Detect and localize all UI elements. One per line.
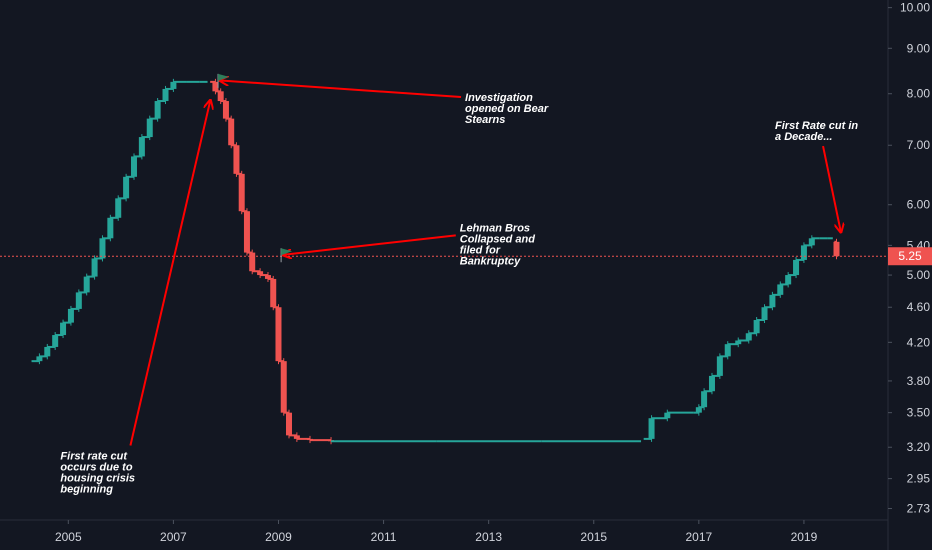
annotation-line: First Rate cut in	[775, 120, 858, 132]
x-tick-label: 2011	[371, 530, 397, 544]
flag-lehman-icon[interactable]	[280, 248, 293, 263]
series-3	[643, 235, 833, 442]
annotation-line: Stearns	[465, 114, 505, 126]
annotation-line: Collapsed and	[460, 233, 535, 245]
annotation-first-rate-cut: First rate cut occurs due to housing crisi…	[60, 101, 210, 495]
annotation-arrow	[221, 80, 462, 99]
annotation-text: Investigation opened on Bear Stearns	[465, 92, 549, 126]
annotation-line: filed for	[460, 244, 501, 256]
last-price-badge: 5.25	[888, 247, 932, 266]
last-price-label: 5.25	[898, 249, 922, 263]
y-tick-label: 2.73	[907, 502, 931, 516]
x-tick-label: 2007	[160, 530, 187, 544]
x-tick-label: 2019	[791, 530, 818, 544]
y-tick-label: 9.00	[907, 41, 931, 55]
y-tick-label: 10.00	[900, 1, 930, 15]
annotation-text: Lehman Bros Collapsed and filed for Bankrup…	[460, 222, 535, 267]
flag-cloth	[281, 248, 293, 256]
flag-cloth	[218, 73, 230, 81]
last-price-badge-bg	[888, 247, 932, 266]
annotation-arrow	[284, 234, 456, 254]
annotation-line: beginning	[60, 483, 113, 495]
annotation-bear-stearns: Investigation opened on Bear Stearns	[221, 80, 549, 126]
annotation-text: First Rate cut in a Decade...	[775, 120, 858, 143]
y-tick-label: 3.50	[907, 406, 931, 420]
y-tick-label: 7.00	[907, 138, 931, 152]
y-tick-label: 3.80	[907, 374, 931, 388]
y-tick-label: 6.00	[907, 198, 931, 212]
series-0	[31, 78, 208, 365]
y-tick-label: 4.20	[907, 335, 931, 349]
annotations: Investigation opened on Bear Stearns Lehman…	[60, 73, 858, 495]
y-tick-label: 2.95	[907, 472, 931, 486]
x-tick-label: 2015	[580, 530, 607, 544]
y-tick-label: 5.00	[907, 268, 931, 282]
x-tick-label: 2005	[55, 530, 82, 544]
annotation-line: occurs due to	[60, 461, 132, 473]
plot-area[interactable]	[31, 78, 840, 445]
series-1	[210, 78, 335, 445]
annotation-lehman: Lehman Bros Collapsed and filed for Bankrup…	[284, 222, 535, 267]
annotation-text: First rate cut occurs due to housing crisi…	[60, 450, 135, 495]
annotation-line: Bankruptcy	[460, 255, 521, 267]
annotation-arrow	[822, 145, 841, 231]
annotation-line: Lehman Bros	[460, 222, 530, 234]
annotation-line: a Decade...	[775, 131, 832, 143]
annotation-line: housing crisis	[60, 472, 135, 484]
annotation-first-cut-decade: First Rate cut in a Decade...	[775, 120, 858, 231]
y-tick-label: 8.00	[907, 87, 931, 101]
x-tick-label: 2017	[685, 530, 712, 544]
x-tick-label: 2013	[475, 530, 502, 544]
x-tick-label: 2009	[265, 530, 292, 544]
annotation-line: First rate cut	[60, 450, 128, 462]
annotation-line: Investigation	[465, 92, 533, 104]
y-tick-label: 4.60	[907, 300, 931, 314]
flag-bear-icon[interactable]	[217, 73, 230, 88]
annotation-arrow	[129, 101, 210, 446]
time-axis[interactable]: 2005 2007 2009 2011 2013 2015 2017 2019	[55, 520, 818, 544]
annotation-line: opened on Bear	[465, 103, 549, 115]
y-tick-label: 3.20	[907, 440, 931, 454]
price-axis[interactable]: 10.009.008.007.006.005.405.004.604.203.8…	[888, 1, 930, 516]
